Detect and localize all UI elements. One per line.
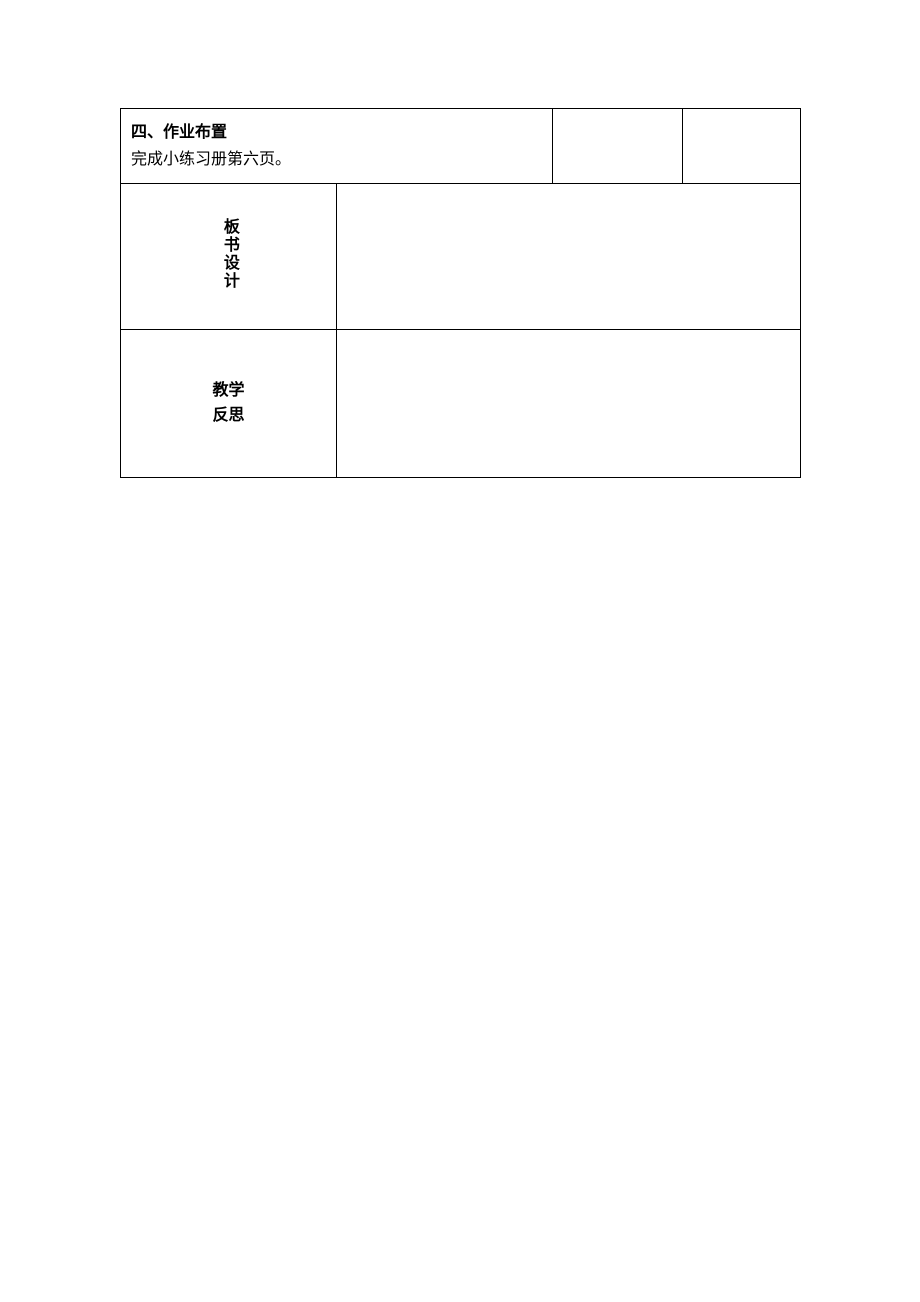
board-design-label-cell: 板书设计 xyxy=(121,184,337,330)
lesson-plan-table: 四、作业布置 完成小练习册第六页。 板书设计 教学 反思 xyxy=(120,108,801,478)
empty-cell xyxy=(683,109,801,184)
table-row: 教学 反思 xyxy=(121,330,801,478)
reflection-label-cell: 教学 反思 xyxy=(121,330,337,478)
board-design-content xyxy=(337,184,801,330)
reflection-label-line1: 教学 xyxy=(131,379,326,404)
section-body: 完成小练习册第六页。 xyxy=(131,146,542,173)
reflection-label-line2: 反思 xyxy=(131,404,326,429)
reflection-content xyxy=(337,330,801,478)
board-design-label: 板书设计 xyxy=(216,218,241,290)
empty-cell xyxy=(553,109,683,184)
table-row: 板书设计 xyxy=(121,184,801,330)
section-heading: 四、作业布置 xyxy=(131,119,542,146)
homework-cell: 四、作业布置 完成小练习册第六页。 xyxy=(121,109,553,184)
table-row: 四、作业布置 完成小练习册第六页。 xyxy=(121,109,801,184)
